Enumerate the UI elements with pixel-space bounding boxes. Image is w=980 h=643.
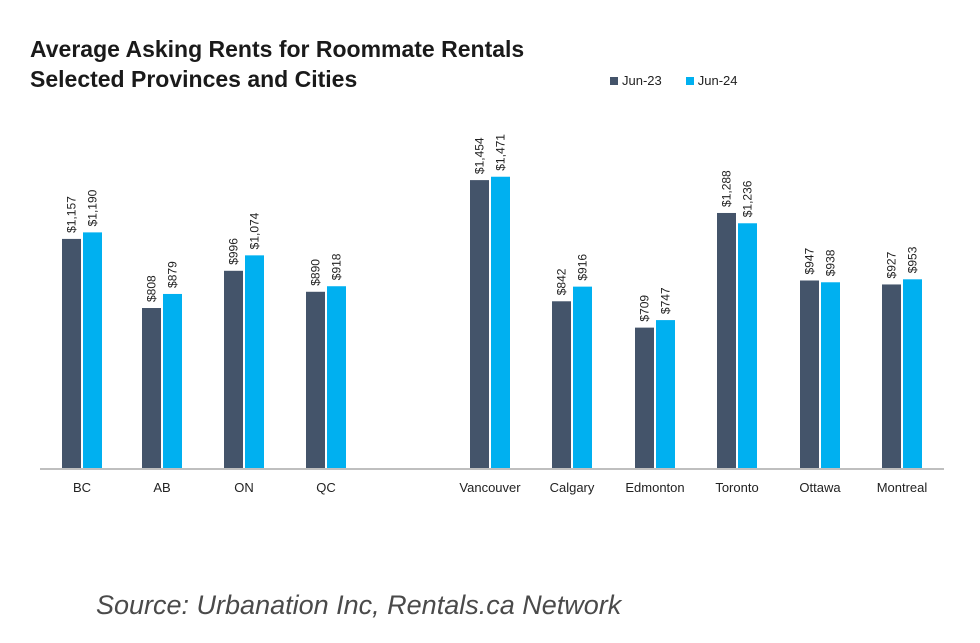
x-tick-label-montreal: Montreal xyxy=(877,480,928,495)
data-label-bc-jun-24: $1,190 xyxy=(86,189,100,226)
chart-title-line-2: Selected Provinces and Cities xyxy=(30,66,358,92)
data-label-calgary-jun-23: $842 xyxy=(555,268,569,295)
data-label-on-jun-23: $996 xyxy=(227,238,241,265)
chart-title-line-1: Average Asking Rents for Roommate Rental… xyxy=(30,36,525,62)
data-label-toronto-jun-23: $1,288 xyxy=(720,170,734,207)
data-label-montreal-jun-24: $953 xyxy=(906,246,920,273)
source-note: Source: Urbanation Inc, Rentals.ca Netwo… xyxy=(96,590,622,620)
data-label-edmonton-jun-24: $747 xyxy=(659,287,673,314)
bar-bc-jun-24 xyxy=(83,232,102,468)
data-label-calgary-jun-24: $916 xyxy=(576,254,590,281)
x-tick-label-ab: AB xyxy=(153,480,170,495)
bar-edmonton-jun-24 xyxy=(656,320,675,468)
bar-qc-jun-24 xyxy=(327,286,346,468)
data-label-toronto-jun-24: $1,236 xyxy=(741,180,755,217)
legend-label-jun-23: Jun-23 xyxy=(622,73,662,88)
data-label-montreal-jun-23: $927 xyxy=(885,251,899,278)
data-label-ottawa-jun-24: $938 xyxy=(824,249,838,276)
x-tick-label-calgary: Calgary xyxy=(550,480,595,495)
data-label-qc-jun-24: $918 xyxy=(330,253,344,280)
bar-edmonton-jun-23 xyxy=(635,327,654,468)
bar-ab-jun-23 xyxy=(142,308,161,468)
bar-ottawa-jun-24 xyxy=(821,282,840,468)
data-label-edmonton-jun-23: $709 xyxy=(638,295,652,322)
data-label-qc-jun-23: $890 xyxy=(309,259,323,286)
bar-montreal-jun-23 xyxy=(882,284,901,468)
bar-toronto-jun-24 xyxy=(738,223,757,468)
data-label-ottawa-jun-23: $947 xyxy=(803,247,817,274)
x-tick-label-ottawa: Ottawa xyxy=(799,480,841,495)
x-tick-label-toronto: Toronto xyxy=(715,480,758,495)
legend-swatch-jun-23 xyxy=(610,76,618,85)
x-tick-label-qc: QC xyxy=(316,480,336,495)
x-tick-label-on: ON xyxy=(234,480,254,495)
data-label-ab-jun-23: $808 xyxy=(145,275,159,302)
bar-montreal-jun-24 xyxy=(903,279,922,468)
bar-vancouver-jun-24 xyxy=(491,176,510,468)
bar-on-jun-24 xyxy=(245,255,264,468)
x-tick-label-edmonton: Edmonton xyxy=(625,480,684,495)
bar-toronto-jun-23 xyxy=(717,212,736,468)
bar-chart: $1,157 $1,190 BC $808 $879 AB $996 $1,074 ON $890… xyxy=(40,134,944,495)
data-label-vancouver-jun-23: $1,454 xyxy=(473,137,487,174)
bar-ab-jun-24 xyxy=(163,293,182,468)
chart-title: Average Asking Rents for Roommate Rental… xyxy=(30,34,524,94)
bar-qc-jun-23 xyxy=(306,291,325,468)
legend-swatch-jun-24 xyxy=(685,76,694,85)
x-tick-label-bc: BC xyxy=(73,480,91,495)
bar-bc-jun-23 xyxy=(62,238,81,468)
data-label-vancouver-jun-24: $1,471 xyxy=(494,134,508,171)
legend-item-jun-23: Jun-23 xyxy=(610,73,662,88)
x-tick-label-vancouver: Vancouver xyxy=(459,480,521,495)
bar-calgary-jun-24 xyxy=(573,286,592,468)
chart-legend: Jun-23 Jun-24 xyxy=(610,73,738,88)
data-label-ab-jun-24: $879 xyxy=(166,261,180,288)
bar-ottawa-jun-23 xyxy=(800,280,819,468)
legend-item-jun-24: Jun-24 xyxy=(685,73,738,88)
data-label-on-jun-24: $1,074 xyxy=(248,212,262,249)
data-label-bc-jun-23: $1,157 xyxy=(65,196,79,233)
bar-vancouver-jun-23 xyxy=(470,180,489,468)
bar-on-jun-23 xyxy=(224,270,243,468)
bar-calgary-jun-23 xyxy=(552,301,571,468)
legend-label-jun-24: Jun-24 xyxy=(697,73,738,88)
